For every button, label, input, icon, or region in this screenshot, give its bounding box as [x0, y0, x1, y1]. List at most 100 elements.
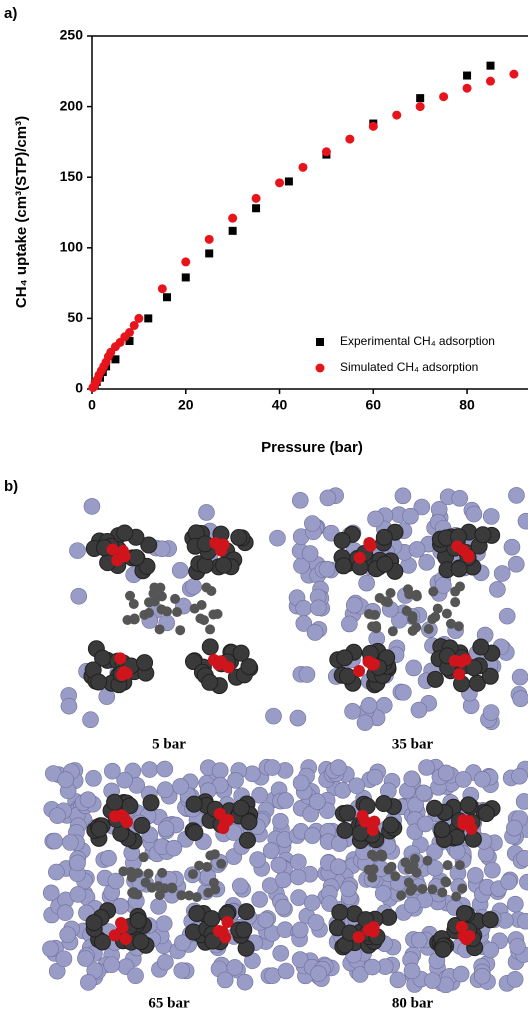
framework-atom	[338, 667, 356, 685]
framework-atom	[184, 890, 195, 901]
framework-atom	[387, 626, 398, 637]
framework-atom	[336, 649, 354, 667]
gas-molecule	[77, 950, 94, 967]
oxygen-atom	[215, 655, 228, 668]
gas-molecule	[171, 562, 189, 579]
gas-molecule	[127, 967, 144, 985]
framework-atom	[441, 877, 452, 888]
framework-atom	[417, 883, 428, 894]
framework-atom	[390, 871, 401, 882]
gas-molecule	[289, 709, 307, 727]
gas-molecule	[155, 915, 173, 932]
gas-molecule	[231, 877, 249, 895]
snapshot-caption: 5 bar	[152, 736, 186, 752]
oxygen-atom	[453, 668, 466, 681]
point	[392, 110, 402, 120]
framework-atom	[157, 867, 168, 878]
framework-atom	[375, 795, 393, 813]
gas-molecule	[482, 941, 500, 959]
framework-atom	[133, 816, 151, 834]
oxygen-atom	[362, 655, 375, 668]
point	[486, 61, 495, 70]
point	[144, 314, 153, 323]
framework-atom	[196, 599, 207, 610]
gas-molecule	[366, 768, 384, 786]
gas-molecule	[150, 898, 167, 915]
oxygen-atom	[465, 822, 478, 835]
framework-atom	[170, 593, 181, 604]
snapshot	[42, 758, 295, 991]
oxygen-atom	[117, 811, 130, 824]
panel-label: a)	[4, 5, 17, 22]
gas-molecule	[330, 759, 347, 776]
framework-atom	[237, 903, 255, 921]
framework-atom	[459, 796, 477, 814]
framework-atom	[194, 860, 205, 871]
oxygen-atom	[119, 933, 132, 946]
framework-atom	[457, 883, 468, 894]
point	[485, 76, 495, 86]
framework-atom	[154, 890, 165, 901]
framework-atom	[132, 933, 150, 951]
gas-molecule	[511, 668, 528, 686]
point	[205, 249, 214, 258]
framework-atom	[175, 625, 186, 636]
framework-atom	[208, 877, 219, 888]
y-tick-label: 200	[60, 97, 84, 113]
framework-atom	[196, 556, 214, 574]
gas-molecule	[69, 854, 86, 872]
gas-molecule	[304, 515, 321, 532]
gas-molecule	[249, 851, 266, 868]
framework-atom	[215, 556, 233, 574]
gas-molecule	[474, 771, 491, 788]
oxygen-atom	[366, 823, 379, 836]
framework-atom	[85, 914, 103, 932]
framework-atom	[125, 590, 136, 601]
gas-molecule	[82, 711, 99, 729]
framework-atom	[240, 658, 258, 676]
framework-atom	[90, 820, 108, 838]
framework-atom	[201, 673, 219, 691]
gas-molecule	[103, 956, 120, 974]
gas-molecule	[408, 541, 426, 558]
gas-molecule	[516, 849, 528, 867]
framework-atom	[363, 864, 374, 875]
framework-atom	[437, 887, 448, 898]
oxygen-atom	[216, 925, 229, 938]
oxygen-atom	[460, 933, 473, 946]
framework-atom	[230, 528, 248, 546]
gas-molecule	[484, 861, 501, 879]
oxygen-atom	[363, 537, 376, 550]
y-axis-label: CH₄ uptake (cm³(STP)/cm³)	[13, 116, 30, 308]
framework-atom	[374, 592, 385, 603]
gas-molecule	[303, 894, 321, 912]
gas-molecule	[517, 912, 528, 930]
gas-molecule	[403, 770, 421, 788]
gas-molecule	[356, 714, 374, 731]
gas-molecule	[156, 781, 174, 798]
oxygen-atom	[221, 916, 234, 929]
framework-atom	[445, 618, 456, 629]
gas-molecule	[426, 843, 443, 861]
y-tick-label: 150	[60, 168, 84, 184]
gas-molecule	[174, 934, 191, 952]
framework-atom	[455, 904, 473, 922]
gas-molecule	[291, 921, 309, 939]
framework-atom	[129, 613, 140, 624]
framework-atom	[126, 872, 137, 883]
gas-molecule	[455, 771, 472, 788]
gas-molecule	[156, 760, 174, 778]
gas-molecule	[503, 538, 521, 556]
framework-atom	[481, 667, 499, 685]
gas-molecule	[298, 666, 316, 683]
framework-atom	[90, 673, 108, 691]
gas-molecule	[418, 759, 435, 776]
framework-atom	[334, 557, 352, 575]
oxygen-atom	[353, 551, 366, 564]
gas-molecule	[295, 615, 313, 632]
oxygen-atom	[455, 920, 468, 933]
x-tick-label: 20	[178, 397, 194, 413]
snapshot-caption: 65 bar	[148, 995, 190, 1011]
gas-molecule	[467, 867, 484, 884]
